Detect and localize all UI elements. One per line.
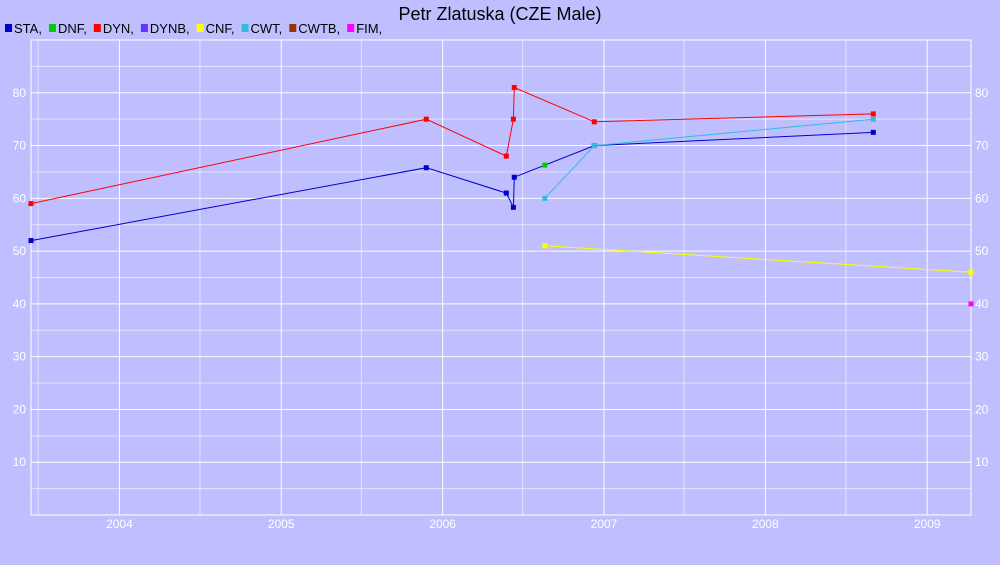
y-tick-label-right: 50 <box>975 244 989 258</box>
legend-swatch <box>347 24 355 32</box>
data-point-fim <box>968 301 974 307</box>
y-tick-label-right: 30 <box>975 350 989 364</box>
legend-label: DYNB, <box>150 21 190 36</box>
data-point-dyn <box>510 116 516 122</box>
series-line-cwt <box>544 118 874 199</box>
y-tick-label-right: 40 <box>975 297 989 311</box>
series-fim <box>968 301 974 307</box>
data-point-dyn <box>503 153 509 159</box>
y-tick-label-left: 60 <box>13 191 27 205</box>
x-tick-label: 2009 <box>914 517 941 531</box>
y-tick-label-right: 80 <box>975 86 989 100</box>
legend-swatch <box>140 24 148 32</box>
legend-swatch <box>289 24 297 32</box>
legend-label: DNF, <box>58 21 87 36</box>
y-tick-label-left: 10 <box>13 455 27 469</box>
data-point-dyn <box>591 119 597 125</box>
y-tick-label-right: 20 <box>975 402 989 416</box>
legend: STA, DNF, DYN, DYNB, CNF, CWT, CWTB, FIM, <box>5 21 382 36</box>
legend-label: FIM, <box>356 21 382 36</box>
series-group <box>28 85 974 307</box>
series-sta <box>28 129 876 244</box>
y-tick-label-left: 30 <box>13 350 27 364</box>
y-tick-label-left: 50 <box>13 244 27 258</box>
y-tick-label-left: 80 <box>13 86 27 100</box>
legend-label: CWT, <box>251 21 283 36</box>
grid <box>31 40 971 515</box>
data-point-dnf <box>542 162 548 168</box>
data-point-cwt <box>591 143 597 149</box>
data-point-cwt <box>542 195 548 201</box>
legend-swatch <box>241 24 249 32</box>
y-tick-label-right: 60 <box>975 191 989 205</box>
legend-label: CNF, <box>206 21 235 36</box>
data-point-sta <box>510 204 516 210</box>
legend-swatch <box>196 24 204 32</box>
data-point-sta <box>28 238 34 244</box>
x-tick-label: 2007 <box>591 517 618 531</box>
data-point-sta <box>503 190 509 196</box>
legend-label: STA, <box>14 21 42 36</box>
legend-swatch <box>5 24 12 32</box>
data-point-cnf <box>542 243 548 249</box>
y-tick-label-left: 40 <box>13 297 27 311</box>
data-point-sta <box>423 165 429 171</box>
plot-area: 2004 2005 2006 2007 2008 2009 10 10 20 20 30 30 40 40… <box>13 39 989 531</box>
legend-swatch <box>48 24 56 32</box>
legend-label: DYN, <box>103 21 134 36</box>
series-cwt <box>542 116 876 201</box>
data-point-dyn <box>870 111 876 117</box>
series-line-cnf <box>544 245 972 273</box>
chart-title: Petr Zlatuska (CZE Male) <box>398 4 601 24</box>
legend-swatch <box>93 24 101 32</box>
y-tick-label-left: 20 <box>13 402 27 416</box>
data-point-sta <box>511 174 517 180</box>
x-tick-label: 2004 <box>106 517 133 531</box>
y-tick-label-left: 70 <box>13 139 27 153</box>
legend-label: CWTB, <box>298 21 340 36</box>
data-point-cwt <box>870 116 876 122</box>
data-point-dyn <box>423 116 429 122</box>
data-point-cnf <box>968 269 974 275</box>
data-point-dyn <box>511 85 517 90</box>
x-tick-label: 2005 <box>268 517 295 531</box>
x-tick-label: 2008 <box>752 517 779 531</box>
y-tick-label-right: 70 <box>975 139 989 153</box>
data-point-dyn <box>28 201 34 207</box>
tick-labels: 2004 2005 2006 2007 2008 2009 10 10 20 20 30 30 40 40… <box>13 86 989 531</box>
x-tick-label: 2006 <box>429 517 456 531</box>
series-cnf <box>542 243 974 275</box>
series-dnf <box>542 162 548 168</box>
y-tick-label-right: 10 <box>975 455 989 469</box>
data-point-sta <box>870 129 876 135</box>
series-dyn <box>28 85 876 207</box>
